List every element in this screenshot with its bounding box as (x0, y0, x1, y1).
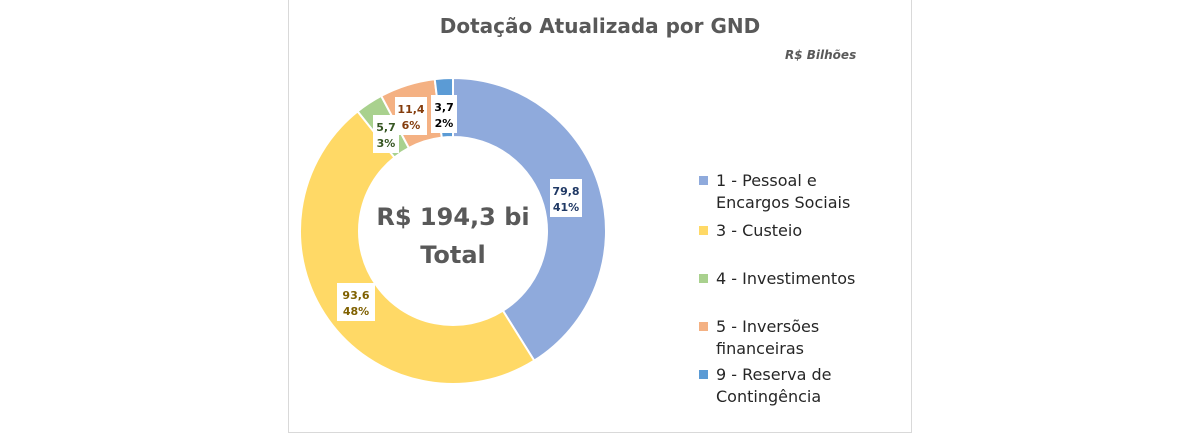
unit-label: R$ Bilhões (785, 48, 857, 62)
data-label-box (373, 115, 399, 153)
legend-label: 5 - Inversões financeiras (716, 317, 820, 358)
donut-slice (452, 76, 607, 363)
legend-label: 4 - Investimentos (716, 269, 856, 288)
data-label: 3,72% (431, 95, 457, 133)
legend-label: 9 - Reserva de Contingência (716, 365, 832, 406)
legend-swatch (699, 176, 708, 185)
data-label-value: 79,8 (552, 185, 579, 198)
data-label-box (550, 179, 582, 217)
data-label: 5,73% (373, 115, 399, 153)
data-label-value: 11,4 (397, 103, 424, 116)
legend-item: 4 - Investimentos (699, 268, 855, 290)
data-label: 79,8 41% (550, 179, 582, 217)
chart-area: Dotação Atualizada por GND R$ Bilhões 79… (288, 0, 912, 433)
legend-item: 3 - Custeio (699, 220, 802, 242)
chart-title: Dotação Atualizada por GND (439, 14, 761, 38)
data-label-value: 5,7 (376, 121, 396, 134)
legend-item: 1 - Pessoal e Encargos Sociais (699, 170, 850, 214)
data-label-value: 3,7 (434, 101, 454, 114)
data-label-value: 93,6 (342, 289, 369, 302)
data-label: 11,4 6% (395, 97, 427, 135)
legend-item: 9 - Reserva de Contingência (699, 364, 831, 408)
legend-label: 1 - Pessoal e Encargos Sociais (716, 171, 851, 212)
legend-swatch (699, 274, 708, 283)
data-label: 93,6 48% (337, 283, 375, 321)
data-label-percent: 41% (553, 201, 579, 214)
legend-swatch (699, 226, 708, 235)
legend-swatch (699, 322, 708, 331)
data-label-percent: 3% (377, 137, 396, 150)
data-label-percent: 6% (402, 119, 421, 132)
data-label-box (431, 95, 457, 133)
data-label-percent: 2% (435, 117, 454, 130)
center-total-label: Total (420, 241, 486, 269)
data-label-box (395, 97, 427, 135)
doughnut-chart: 79,841%93,648%5,73%11,46%3,72%R$ 194,3 b… (299, 76, 607, 385)
data-label-percent: 48% (343, 305, 369, 318)
legend-label: 3 - Custeio (716, 221, 803, 240)
center-total-value: R$ 194,3 bi (376, 203, 529, 231)
data-label-box (337, 283, 375, 321)
legend-swatch (699, 370, 708, 379)
legend-item: 5 - Inversões financeiras (699, 316, 819, 360)
donut-slice (299, 109, 536, 385)
